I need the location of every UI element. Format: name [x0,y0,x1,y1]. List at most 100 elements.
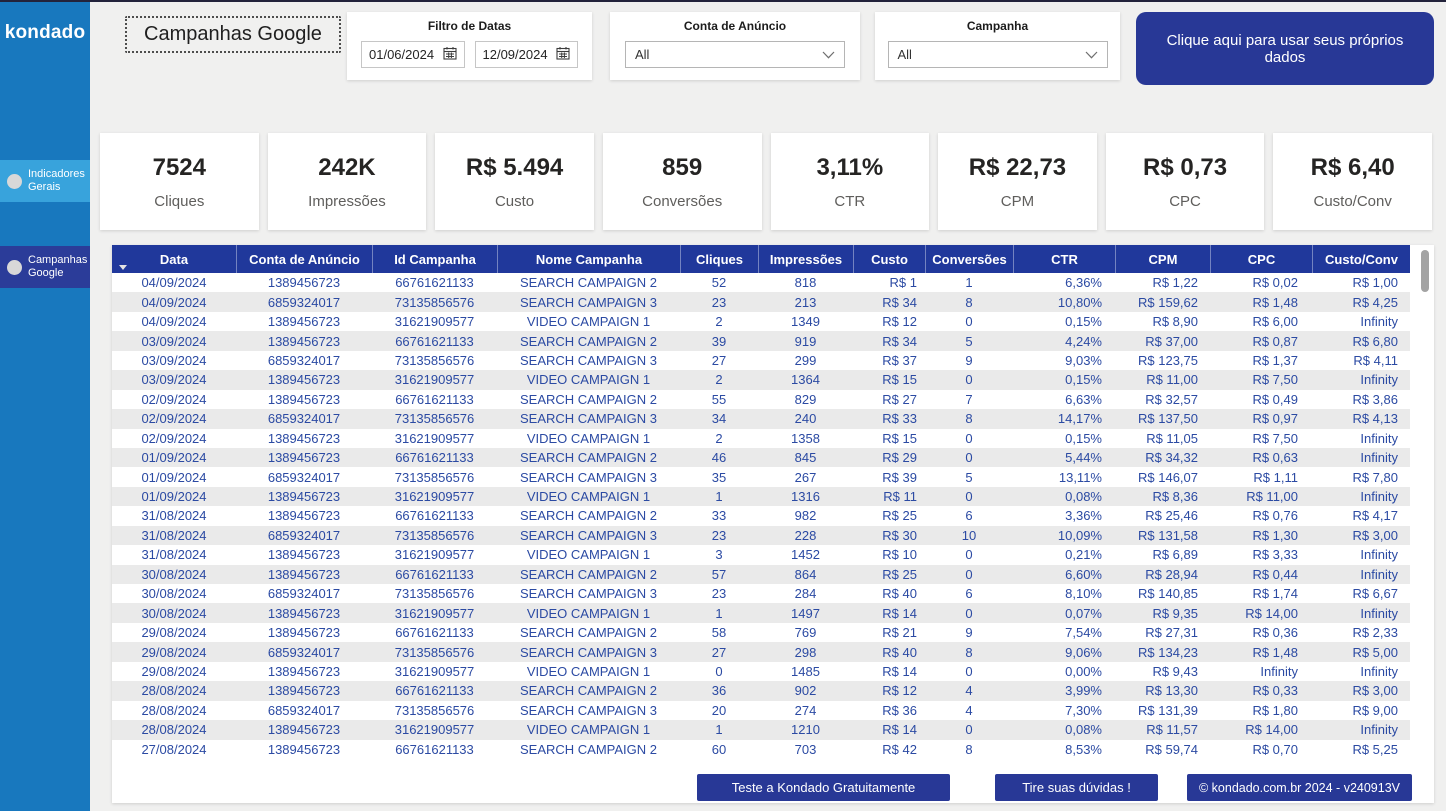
table-cell[interactable]: Infinity [1312,312,1410,331]
table-cell[interactable]: 73135856576 [372,409,497,428]
table-cell[interactable]: SEARCH CAMPAIGN 2 [497,506,680,525]
table-cell[interactable]: R$ 0,63 [1210,448,1312,467]
table-cell[interactable]: R$ 0,44 [1210,565,1312,584]
table-cell[interactable]: 228 [758,526,853,545]
table-cell[interactable]: 04/09/2024 [112,273,236,292]
table-cell[interactable]: SEARCH CAMPAIGN 2 [497,390,680,409]
column-header-conta-de-an-ncio[interactable]: Conta de Anúncio [236,245,372,273]
table-cell[interactable]: SEARCH CAMPAIGN 2 [497,448,680,467]
table-cell[interactable]: R$ 34 [853,331,925,350]
table-cell[interactable]: R$ 137,50 [1115,409,1210,428]
table-cell[interactable]: 31621909577 [372,487,497,506]
table-cell[interactable]: 864 [758,565,853,584]
table-cell[interactable]: 29/08/2024 [112,642,236,661]
table-cell[interactable]: 39 [680,331,758,350]
table-cell[interactable]: 6859324017 [236,351,372,370]
table-cell[interactable]: SEARCH CAMPAIGN 3 [497,701,680,720]
table-cell[interactable]: 5 [925,467,1013,486]
table-cell[interactable]: Infinity [1312,662,1410,681]
table-cell[interactable]: 6 [925,584,1013,603]
table-cell[interactable]: 8,53% [1013,740,1115,759]
table-cell[interactable]: 5 [925,331,1013,350]
campaign-filter-select[interactable]: All [888,41,1108,68]
table-cell[interactable]: R$ 25,46 [1115,506,1210,525]
table-cell[interactable]: R$ 11,57 [1115,720,1210,739]
table-cell[interactable]: 6859324017 [236,409,372,428]
table-cell[interactable]: 0 [925,429,1013,448]
table-cell[interactable]: R$ 14 [853,720,925,739]
table-cell[interactable]: R$ 59,74 [1115,740,1210,759]
table-cell[interactable]: R$ 134,23 [1115,642,1210,661]
table-row[interactable]: 01/09/2024138945672366761621133SEARCH CA… [112,448,1410,467]
calendar-icon[interactable] [556,46,570,63]
table-cell[interactable]: 1389456723 [236,312,372,331]
table-cell[interactable]: R$ 1,22 [1115,273,1210,292]
table-cell[interactable]: 31621909577 [372,662,497,681]
table-cell[interactable]: 29/08/2024 [112,623,236,642]
table-cell[interactable]: 1389456723 [236,565,372,584]
kpi-card-custo-conv[interactable]: R$ 6,40Custo/Conv [1273,133,1432,230]
table-cell[interactable]: R$ 7,50 [1210,370,1312,389]
table-cell[interactable]: 29/08/2024 [112,662,236,681]
table-cell[interactable]: 23 [680,584,758,603]
column-header-custo[interactable]: Custo [853,245,925,273]
table-cell[interactable]: 1349 [758,312,853,331]
table-cell[interactable]: R$ 3,86 [1312,390,1410,409]
table-cell[interactable]: 1497 [758,603,853,622]
table-cell[interactable]: R$ 1,11 [1210,467,1312,486]
table-cell[interactable]: R$ 14,00 [1210,603,1312,622]
table-cell[interactable]: 30/08/2024 [112,565,236,584]
table-cell[interactable]: R$ 37,00 [1115,331,1210,350]
table-cell[interactable]: R$ 36 [853,701,925,720]
table-cell[interactable]: R$ 32,57 [1115,390,1210,409]
table-cell[interactable]: 03/09/2024 [112,351,236,370]
table-cell[interactable]: 213 [758,292,853,311]
table-cell[interactable]: 31621909577 [372,312,497,331]
table-cell[interactable]: 0,15% [1013,429,1115,448]
table-scrollbar[interactable] [1421,248,1429,798]
table-cell[interactable]: 1358 [758,429,853,448]
table-cell[interactable]: R$ 14,00 [1210,720,1312,739]
table-cell[interactable]: R$ 1,30 [1210,526,1312,545]
table-cell[interactable]: 9,03% [1013,351,1115,370]
column-header-cpm[interactable]: CPM [1115,245,1210,273]
table-cell[interactable]: R$ 40 [853,584,925,603]
table-cell[interactable]: 0 [925,487,1013,506]
table-cell[interactable]: VIDEO CAMPAIGN 1 [497,487,680,506]
table-cell[interactable]: R$ 11,00 [1210,487,1312,506]
table-cell[interactable]: 6 [925,506,1013,525]
table-cell[interactable]: R$ 3,00 [1312,526,1410,545]
table-cell[interactable]: Infinity [1210,662,1312,681]
table-cell[interactable]: R$ 6,89 [1115,545,1210,564]
table-cell[interactable]: 20 [680,701,758,720]
table-cell[interactable]: R$ 25 [853,565,925,584]
table-cell[interactable]: 66761621133 [372,506,497,525]
table-cell[interactable]: R$ 28,94 [1115,565,1210,584]
table-cell[interactable]: 31621909577 [372,545,497,564]
table-cell[interactable]: 35 [680,467,758,486]
kpi-card-ctr[interactable]: 3,11%CTR [771,133,930,230]
table-cell[interactable]: R$ 14 [853,662,925,681]
table-row[interactable]: 04/09/2024685932401773135856576SEARCH CA… [112,292,1410,311]
table-cell[interactable]: 66761621133 [372,740,497,759]
table-cell[interactable]: 1389456723 [236,545,372,564]
table-cell[interactable]: 27 [680,351,758,370]
table-row[interactable]: 29/08/2024685932401773135856576SEARCH CA… [112,642,1410,661]
table-cell[interactable]: 6,60% [1013,565,1115,584]
table-cell[interactable]: 13,11% [1013,467,1115,486]
table-cell[interactable]: 1485 [758,662,853,681]
table-cell[interactable]: R$ 131,58 [1115,526,1210,545]
kpi-card-impress-es[interactable]: 242KImpressões [268,133,427,230]
table-cell[interactable]: 46 [680,448,758,467]
table-cell[interactable]: 829 [758,390,853,409]
table-cell[interactable]: 31/08/2024 [112,545,236,564]
table-cell[interactable]: 02/09/2024 [112,409,236,428]
table-row[interactable]: 02/09/2024138945672331621909577VIDEO CAM… [112,429,1410,448]
table-cell[interactable]: R$ 10 [853,545,925,564]
table-cell[interactable]: 4 [925,701,1013,720]
table-cell[interactable]: R$ 25 [853,506,925,525]
table-cell[interactable]: 2 [680,370,758,389]
table-cell[interactable]: SEARCH CAMPAIGN 2 [497,740,680,759]
table-cell[interactable]: Infinity [1312,603,1410,622]
table-cell[interactable]: R$ 8,90 [1115,312,1210,331]
